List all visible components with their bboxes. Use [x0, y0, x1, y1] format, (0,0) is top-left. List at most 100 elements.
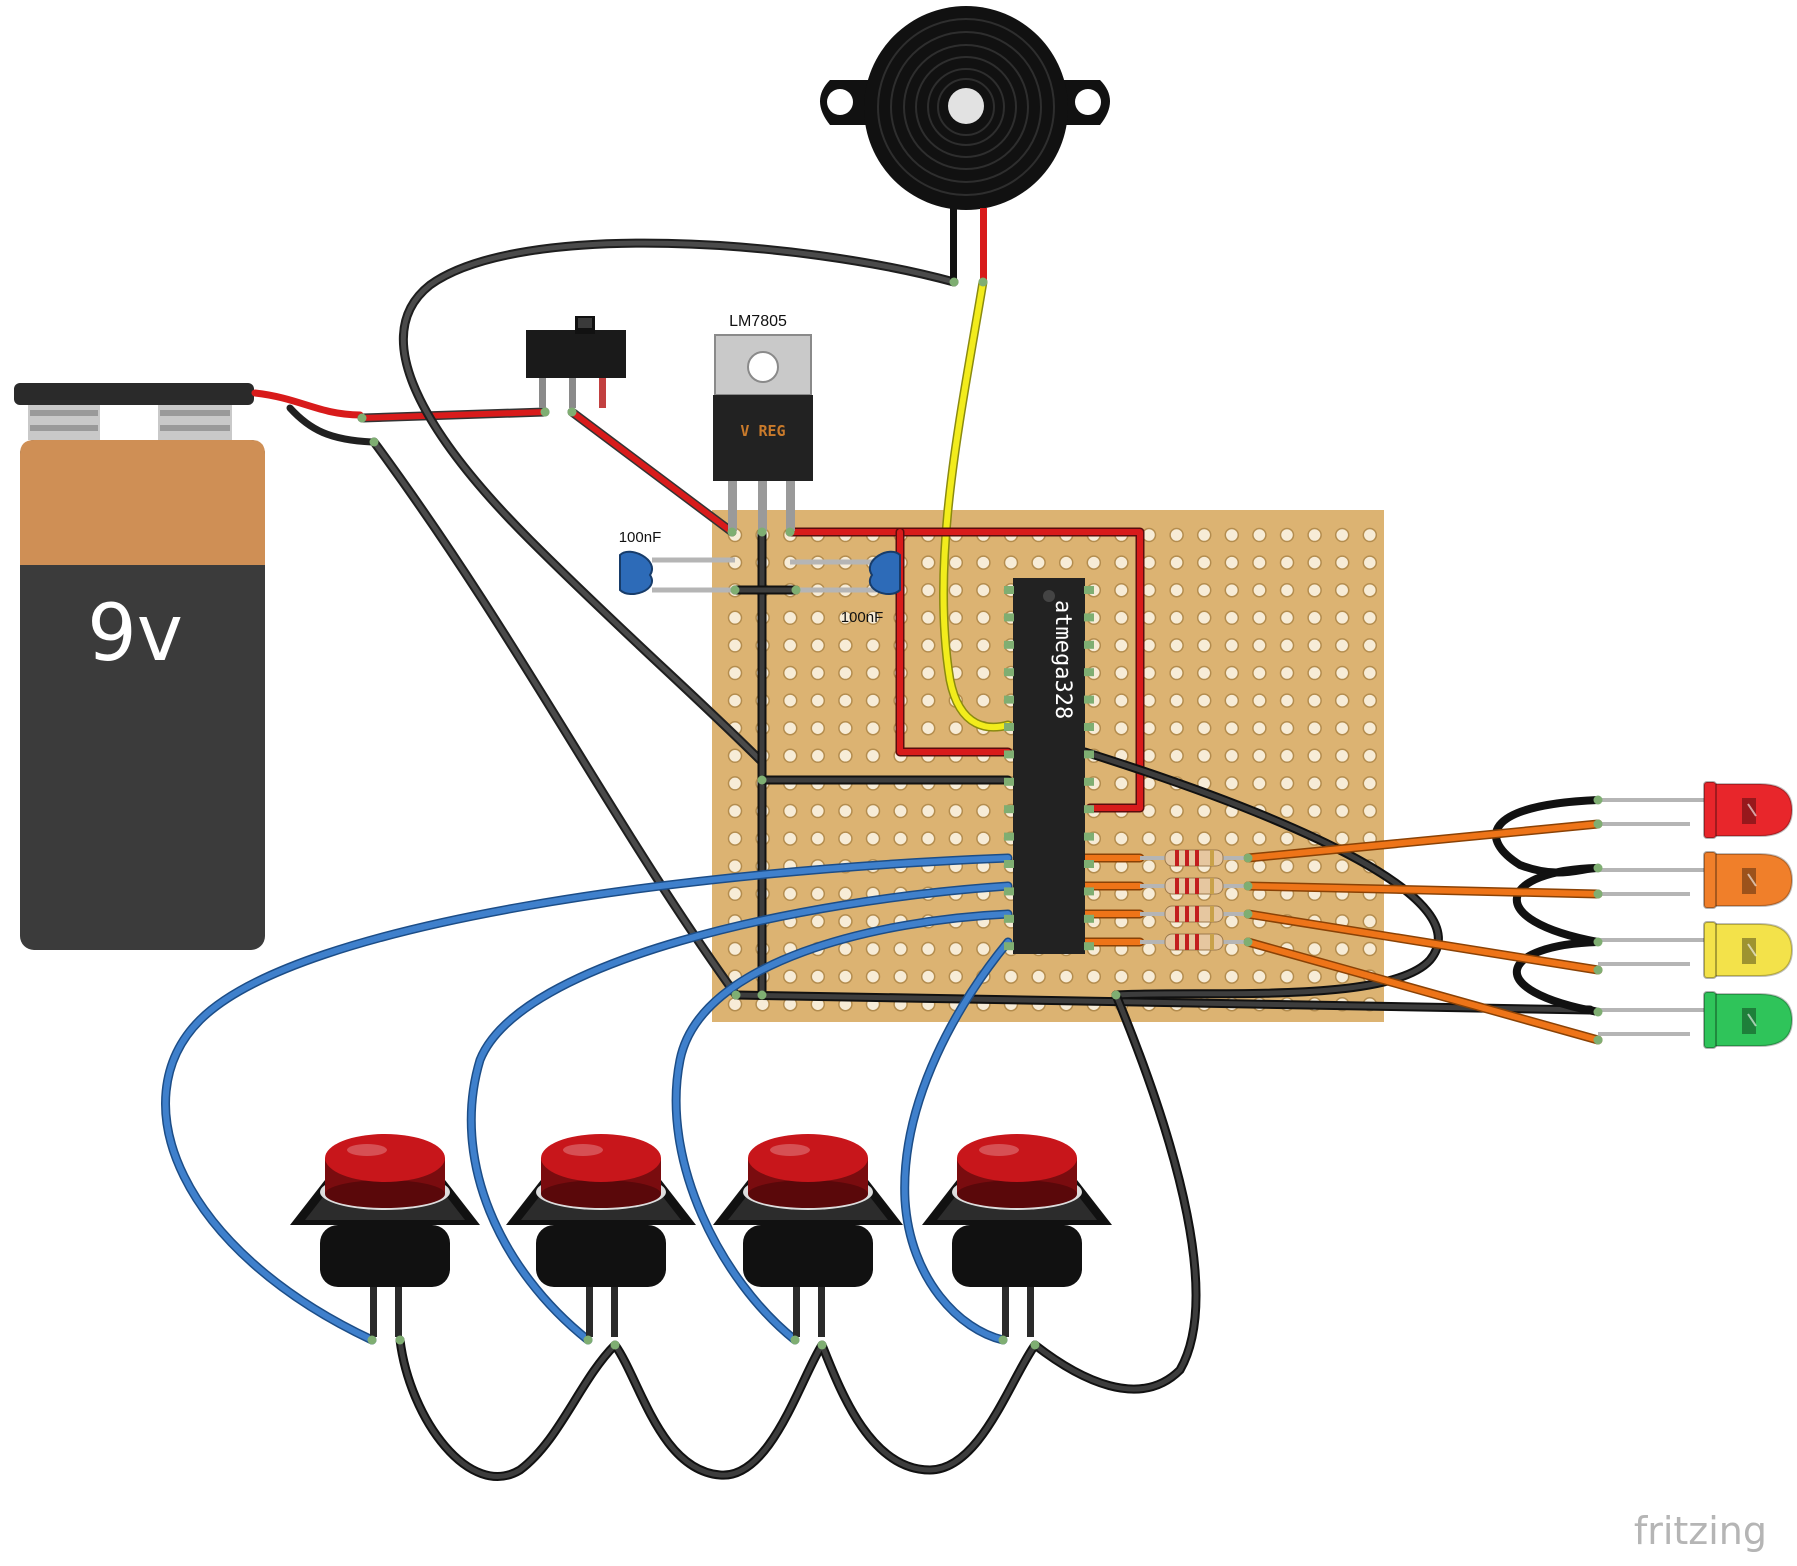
- board-hole: [948, 969, 964, 984]
- board-hole: [893, 831, 908, 846]
- board-hole: [893, 803, 908, 819]
- board-hole: [1334, 720, 1350, 736]
- connection-point: [1593, 819, 1603, 829]
- board-hole: [920, 638, 936, 653]
- board-hole: [1169, 748, 1184, 764]
- connection-point: [540, 407, 550, 417]
- board-hole: [810, 748, 826, 764]
- board-hole: [1086, 555, 1102, 570]
- buzzer-ring: [927, 68, 1005, 146]
- mcu-pin: [1004, 668, 1014, 677]
- push-button[interactable]: [922, 1134, 1112, 1337]
- board-hole: [1224, 665, 1240, 681]
- board-hole: [727, 996, 743, 1012]
- connection-point: [730, 585, 740, 595]
- connection-point: [395, 1335, 405, 1345]
- board-hole: [727, 803, 743, 819]
- board-hole: [1362, 610, 1378, 626]
- board-hole: [1141, 858, 1157, 874]
- board-hole: [1279, 776, 1295, 791]
- push-button[interactable]: [713, 1134, 903, 1337]
- mcu-pin: [1084, 750, 1094, 759]
- board-hole: [920, 693, 936, 708]
- board-hole: [727, 748, 743, 764]
- board-hole: [1114, 693, 1129, 708]
- board-hole: [1334, 555, 1350, 570]
- board-hole: [920, 803, 936, 819]
- board-hole: [1252, 555, 1267, 570]
- mcu-pin: [1084, 640, 1094, 649]
- board-hole: [1279, 555, 1295, 570]
- slide-switch[interactable]: [526, 316, 626, 408]
- board-hole: [782, 748, 798, 764]
- push-button[interactable]: [506, 1134, 696, 1337]
- board-hole: [1224, 858, 1240, 874]
- board-hole: [838, 914, 853, 929]
- mcu-pin: [1004, 586, 1014, 594]
- board-hole: [810, 914, 826, 929]
- mcu-pins: [1004, 586, 1094, 951]
- board-hole: [727, 638, 743, 653]
- board-hole: [1196, 555, 1212, 570]
- board-hole: [810, 610, 826, 626]
- board-hole: [865, 720, 881, 736]
- mcu-pin: [1084, 914, 1094, 923]
- board-hole: [1196, 582, 1212, 598]
- board-hole: [948, 610, 964, 626]
- wire-led-ground-2: [1512, 864, 1602, 946]
- board-hole: [1169, 527, 1184, 543]
- board-hole: [1307, 720, 1322, 736]
- leds: [1598, 781, 1794, 1049]
- board-hole: [976, 803, 991, 819]
- connection-point: [817, 1340, 827, 1350]
- board-hole: [782, 803, 798, 819]
- push-button[interactable]: [290, 1134, 480, 1337]
- mcu-pin: [1084, 777, 1094, 786]
- mcu-pin: [1004, 942, 1014, 951]
- board-hole: [1003, 555, 1019, 570]
- board-hole: [1362, 638, 1378, 653]
- board-hole: [1224, 969, 1240, 984]
- board-hole: [1169, 665, 1184, 681]
- board-hole: [976, 665, 991, 681]
- mcu-pin: [1004, 832, 1014, 841]
- board-hole: [1252, 776, 1267, 791]
- board-hole: [838, 665, 853, 681]
- board-hole: [1196, 969, 1212, 984]
- board-hole: [1279, 693, 1295, 708]
- board-hole: [1224, 776, 1240, 791]
- board-hole: [1169, 610, 1184, 626]
- regulator-part-label: LM7805: [729, 313, 787, 330]
- mcu-pin: [1084, 832, 1094, 841]
- connection-point: [790, 1335, 800, 1345]
- board-hole: [1334, 638, 1350, 653]
- board-hole: [1224, 720, 1240, 736]
- board-hole: [865, 665, 881, 681]
- board-hole: [1252, 693, 1267, 708]
- board-hole: [1169, 803, 1184, 819]
- board-hole: [1334, 776, 1350, 791]
- board-hole: [727, 886, 743, 902]
- board-hole: [1362, 665, 1378, 681]
- board-hole: [1334, 941, 1350, 957]
- resistor: [1140, 877, 1248, 895]
- board-hole: [1252, 831, 1267, 846]
- connection-point: [1243, 853, 1253, 863]
- connection-point: [1030, 1340, 1040, 1350]
- board-hole: [865, 610, 881, 626]
- board-hole: [782, 638, 798, 653]
- board-hole: [1114, 776, 1129, 791]
- board-hole: [810, 803, 826, 819]
- board-hole: [976, 638, 991, 653]
- board-hole: [1141, 886, 1157, 902]
- board-hole: [727, 831, 743, 846]
- board-hole: [1224, 831, 1240, 846]
- connection-point: [1593, 889, 1603, 899]
- board-hole: [920, 969, 936, 984]
- connection-point: [731, 990, 741, 1000]
- voltage-regulator: LM7805 V REG: [713, 313, 813, 531]
- board-hole: [865, 941, 881, 957]
- board-hole: [1114, 969, 1129, 984]
- board-hole: [1307, 803, 1322, 819]
- board-hole: [810, 665, 826, 681]
